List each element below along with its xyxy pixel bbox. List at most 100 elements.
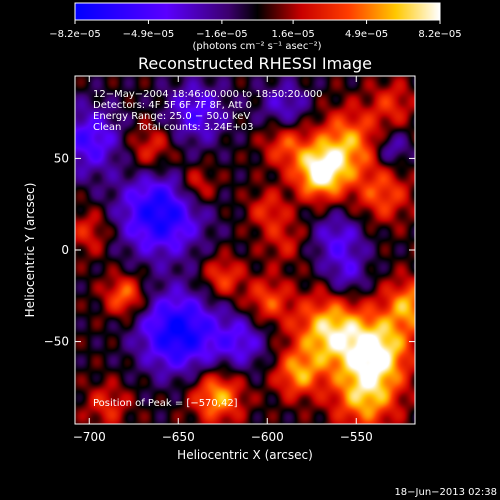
colorbar-strip <box>406 3 408 20</box>
colorbar-strip <box>111 3 113 20</box>
colorbar-strip <box>157 3 159 20</box>
colorbar-strip <box>396 3 398 20</box>
colorbar-tick-label: −8.2e−05 <box>49 29 101 40</box>
colorbar-strip <box>322 3 324 20</box>
colorbar-strip <box>112 3 114 20</box>
colorbar-strip <box>292 3 294 20</box>
colorbar-tick-label: −1.6e−05 <box>196 29 248 40</box>
colorbar-strip <box>232 3 234 20</box>
colorbar-strip <box>270 3 272 20</box>
colorbar-strip <box>421 3 423 20</box>
colorbar-strip <box>262 3 264 20</box>
colorbar-strip <box>358 3 360 20</box>
colorbar-strip <box>383 3 385 20</box>
colorbar-strip <box>360 3 362 20</box>
colorbar-strip <box>411 3 413 20</box>
colorbar-strip <box>233 3 235 20</box>
colorbar-strip <box>88 3 90 20</box>
colorbar-strip <box>370 3 372 20</box>
colorbar-strip <box>296 3 298 20</box>
colorbar-strip <box>355 3 357 20</box>
colorbar-strip <box>147 3 149 20</box>
colorbar-strip <box>240 3 242 20</box>
colorbar-strip <box>208 3 210 20</box>
colorbar-strip <box>94 3 96 20</box>
colorbar-strip <box>339 3 341 20</box>
colorbar-strip <box>168 3 170 20</box>
colorbar-strip <box>200 3 202 20</box>
colorbar-strip <box>344 3 346 20</box>
colorbar-strip <box>386 3 388 20</box>
colorbar-strip <box>226 3 228 20</box>
colorbar-strip <box>393 3 395 20</box>
colorbar-strip <box>144 3 146 20</box>
colorbar-strip <box>124 3 126 20</box>
colorbar-strip <box>185 3 187 20</box>
colorbar-tick-label: 1.6e−05 <box>272 29 315 40</box>
colorbar-strip <box>352 3 354 20</box>
colorbar-strip <box>399 3 401 20</box>
colorbar-strip <box>237 3 239 20</box>
colorbar-strip <box>347 3 349 20</box>
colorbar-strip <box>361 3 363 20</box>
colorbar-strip <box>199 3 201 20</box>
colorbar-strip <box>390 3 392 20</box>
colorbar-strip <box>102 3 104 20</box>
colorbar-strip <box>135 3 137 20</box>
colorbar-strip <box>181 3 183 20</box>
colorbar-strip <box>161 3 163 20</box>
colorbar-strip <box>325 3 327 20</box>
colorbar-strip <box>231 3 233 20</box>
colorbar-strip <box>225 3 227 20</box>
colorbar: −8.2e−05 −4.9e−05 −1.6e−05 1.6e−05 4.9e−05 8.… <box>49 2 462 52</box>
colorbar-strip <box>306 3 308 20</box>
colorbar-strip <box>134 3 136 20</box>
colorbar-strip <box>247 3 249 20</box>
colorbar-strip <box>255 3 257 20</box>
colorbar-strip <box>152 3 154 20</box>
colorbar-strip <box>276 3 278 20</box>
colorbar-strip <box>290 3 292 20</box>
colorbar-strip <box>177 3 179 20</box>
colorbar-strip <box>259 3 261 20</box>
colorbar-strip <box>312 3 314 20</box>
colorbar-strip <box>114 3 116 20</box>
annotation-time-range: 12−May−2004 18:46:00.000 to 18:50:20.000 <box>93 89 323 100</box>
colorbar-strip <box>278 3 280 20</box>
colorbar-strip <box>277 3 279 20</box>
colorbar-strip <box>398 3 400 20</box>
colorbar-strip <box>288 3 290 20</box>
colorbar-strip <box>126 3 128 20</box>
colorbar-strip <box>293 3 295 20</box>
colorbar-strip <box>328 3 330 20</box>
colorbar-strip <box>104 3 106 20</box>
colorbar-strip <box>188 3 190 20</box>
y-tick-label: −50 <box>44 335 69 349</box>
colorbar-strip <box>430 3 432 20</box>
colorbar-strip <box>349 3 351 20</box>
colorbar-strip <box>283 3 285 20</box>
colorbar-strip <box>256 3 258 20</box>
colorbar-strip <box>241 3 243 20</box>
colorbar-strip <box>92 3 94 20</box>
colorbar-strip <box>105 3 107 20</box>
colorbar-strip <box>435 3 437 20</box>
colorbar-strip <box>196 3 198 20</box>
colorbar-strip <box>95 3 97 20</box>
colorbar-strip <box>219 3 221 20</box>
colorbar-strip <box>143 3 145 20</box>
colorbar-strip <box>368 3 370 20</box>
colorbar-strip <box>131 3 133 20</box>
colorbar-strip <box>245 3 247 20</box>
colorbar-strip <box>180 3 182 20</box>
colorbar-strip <box>162 3 164 20</box>
colorbar-strip <box>391 3 393 20</box>
heatmap-image <box>75 76 415 424</box>
colorbar-strip <box>342 3 344 20</box>
colorbar-strip <box>210 3 212 20</box>
x-axis-label: Heliocentric X (arcsec) <box>177 448 313 462</box>
colorbar-strip <box>335 3 337 20</box>
colorbar-strip <box>365 3 367 20</box>
colorbar-strip <box>190 3 192 20</box>
colorbar-strip <box>151 3 153 20</box>
